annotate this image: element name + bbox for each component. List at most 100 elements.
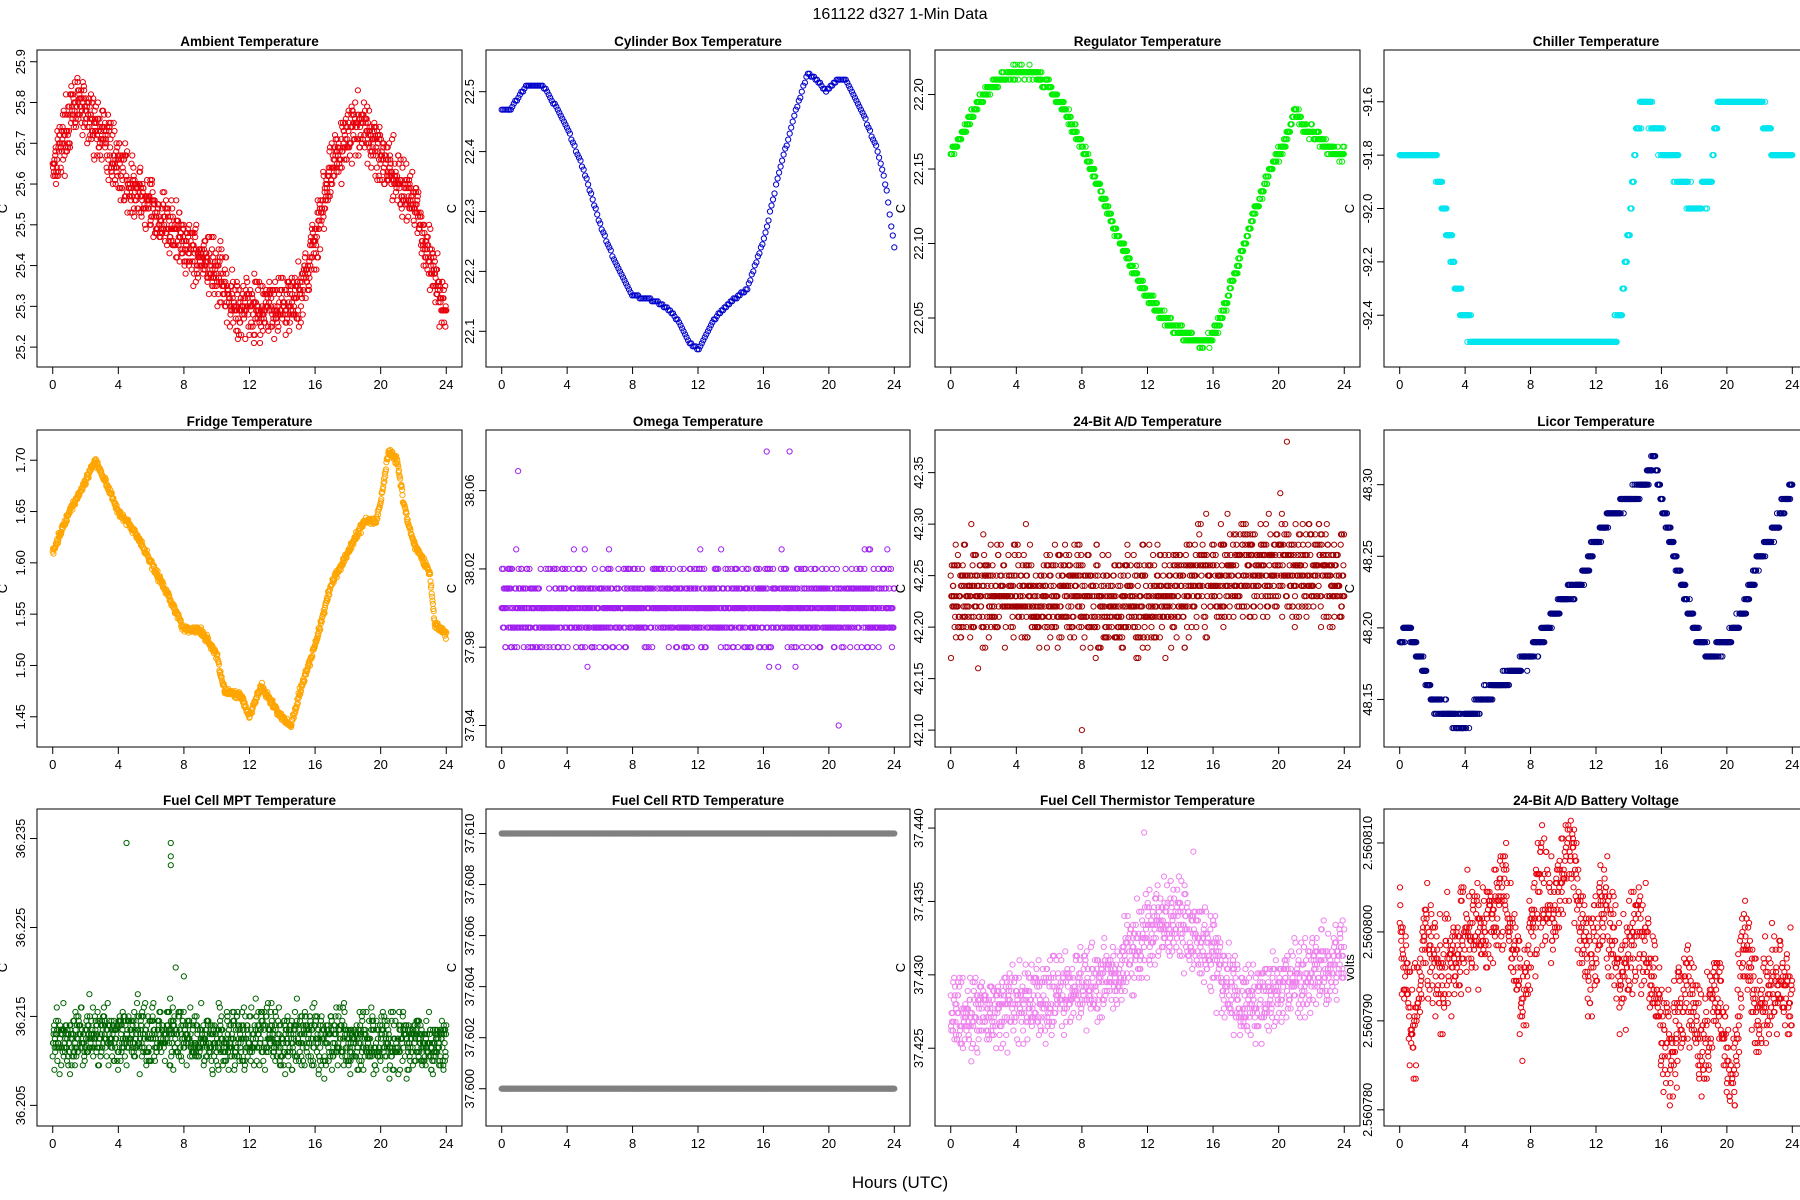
data-point xyxy=(90,95,97,102)
data-point xyxy=(81,87,88,94)
chart-title: Fridge Temperature xyxy=(187,414,313,429)
x-tick-label: 12 xyxy=(242,377,256,392)
data-point xyxy=(192,225,199,232)
data-point xyxy=(113,140,120,147)
data-point xyxy=(235,331,243,338)
data-point xyxy=(240,315,247,322)
data-point xyxy=(130,205,138,212)
x-tick-label: 8 xyxy=(180,377,187,392)
data-point xyxy=(94,99,102,106)
data-point xyxy=(94,152,101,159)
data-point xyxy=(57,164,64,171)
data-point xyxy=(786,130,793,137)
data-point xyxy=(429,600,436,608)
data-point xyxy=(58,168,65,175)
data-point xyxy=(179,238,186,245)
x-tick-label: 20 xyxy=(373,757,387,772)
data-point xyxy=(213,282,220,290)
data-point xyxy=(55,144,62,151)
y-tick-label: -91.8 xyxy=(1360,140,1375,170)
data-point xyxy=(69,107,76,114)
x-tick-label: 16 xyxy=(1206,377,1220,392)
data-point xyxy=(122,152,130,159)
data-point xyxy=(117,197,124,204)
data-point xyxy=(271,335,278,343)
data-point xyxy=(182,270,189,277)
y-tick-label: 1.70 xyxy=(13,448,28,473)
data-point xyxy=(242,335,249,343)
data-point xyxy=(201,266,208,273)
y-axis-label: C xyxy=(444,204,459,213)
data-point xyxy=(73,103,80,110)
data-point xyxy=(142,205,150,212)
data-point xyxy=(513,546,520,553)
data-point xyxy=(145,205,152,212)
chart-title: Cylinder Box Temperature xyxy=(614,34,782,49)
data-point xyxy=(167,213,174,220)
data-point xyxy=(189,258,196,265)
data-points xyxy=(947,61,1348,351)
x-tick-label: 16 xyxy=(308,377,322,392)
data-point xyxy=(180,225,187,232)
data-point xyxy=(191,250,198,257)
y-axis-label: C xyxy=(0,584,10,593)
data-point xyxy=(79,79,86,86)
data-point xyxy=(110,119,117,127)
data-point xyxy=(789,118,796,125)
data-point xyxy=(874,148,881,155)
data-point xyxy=(74,74,81,82)
data-point xyxy=(80,83,88,90)
data-point xyxy=(766,208,774,215)
y-tick-label: -92.2 xyxy=(1360,247,1375,277)
data-point xyxy=(205,291,212,298)
x-tick-label: 4 xyxy=(115,757,122,772)
data-point xyxy=(65,144,72,151)
data-point xyxy=(88,99,95,106)
data-point xyxy=(191,229,198,237)
x-tick-label: 0 xyxy=(1396,377,1403,392)
data-point xyxy=(103,152,111,159)
data-point xyxy=(222,303,229,310)
data-point xyxy=(223,270,230,277)
x-tick-label: 24 xyxy=(887,377,901,392)
data-point xyxy=(124,148,131,155)
data-point xyxy=(133,197,140,204)
x-tick-label: 12 xyxy=(1140,377,1154,392)
y-tick-label: 25.6 xyxy=(13,171,28,196)
data-point xyxy=(584,663,591,670)
data-point xyxy=(69,115,76,122)
chart-title: Regulator Temperature xyxy=(1074,34,1222,49)
data-point xyxy=(226,323,233,330)
x-tick-label: 20 xyxy=(373,377,387,392)
data-point xyxy=(215,291,222,298)
x-tick-label: 16 xyxy=(756,377,770,392)
data-point xyxy=(183,242,190,249)
data-point xyxy=(368,164,375,171)
data-point xyxy=(162,197,170,204)
data-point xyxy=(148,176,156,184)
data-point xyxy=(295,258,302,265)
x-tick-label: 20 xyxy=(822,377,836,392)
data-point xyxy=(84,140,91,147)
data-point xyxy=(93,119,100,127)
data-point xyxy=(250,339,258,347)
data-point xyxy=(103,127,110,135)
data-point xyxy=(147,221,154,228)
data-point xyxy=(131,213,138,220)
data-point xyxy=(317,246,324,253)
data-point xyxy=(147,217,154,224)
data-point xyxy=(1206,344,1213,351)
y-axis-label: C xyxy=(1342,204,1357,213)
data-point xyxy=(106,123,113,131)
data-point xyxy=(60,107,67,114)
data-point xyxy=(68,83,75,90)
data-point xyxy=(346,152,354,159)
x-tick-label: 16 xyxy=(1654,377,1668,392)
data-point xyxy=(113,168,120,175)
y-tick-label: -92.4 xyxy=(1360,300,1375,330)
data-point xyxy=(165,238,172,245)
